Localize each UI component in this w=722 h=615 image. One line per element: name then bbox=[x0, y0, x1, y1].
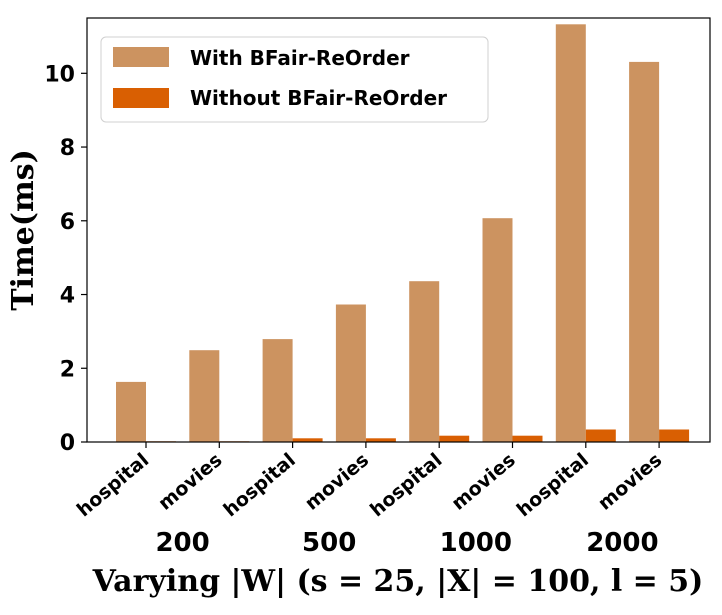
y-tick-label: 2 bbox=[60, 357, 75, 382]
bar-with-6 bbox=[482, 218, 513, 442]
bar-with-3 bbox=[262, 339, 293, 442]
x-tick-label: hospital bbox=[513, 449, 593, 521]
bar-with-4 bbox=[335, 304, 366, 442]
legend: With BFair-ReOrder Without BFair-ReOrder bbox=[100, 36, 489, 123]
legend-swatch-with bbox=[113, 47, 169, 67]
bar-without-4 bbox=[365, 438, 396, 442]
bar-without-7 bbox=[585, 429, 616, 442]
group-label: 200 bbox=[155, 528, 209, 558]
bars-layer bbox=[116, 24, 690, 443]
group-labels: 200 500 1000 2000 bbox=[155, 528, 658, 558]
bar-with-7 bbox=[555, 24, 586, 443]
bar-without-5 bbox=[439, 435, 470, 442]
legend-label-without: Without BFair-ReOrder bbox=[190, 86, 447, 110]
y-axis-title: Time(ms) bbox=[6, 149, 41, 311]
bar-without-6 bbox=[512, 435, 543, 442]
x-tick-label: movies bbox=[594, 449, 666, 515]
x-tick-label: hospital bbox=[219, 449, 299, 521]
y-tick-label: 10 bbox=[44, 62, 75, 87]
x-tick-label: movies bbox=[301, 449, 373, 515]
x-tick-label: hospital bbox=[366, 449, 446, 521]
legend-frame bbox=[100, 36, 489, 123]
bar-with-2 bbox=[189, 350, 220, 442]
plot-frame bbox=[86, 17, 711, 443]
group-label: 2000 bbox=[586, 528, 658, 558]
group-label: 1000 bbox=[440, 528, 512, 558]
group-label: 500 bbox=[302, 528, 356, 558]
bar-with-5 bbox=[409, 281, 440, 442]
bar-without-3 bbox=[292, 438, 323, 442]
x-tick-label: movies bbox=[447, 449, 519, 515]
y-tick-label: 4 bbox=[60, 284, 75, 309]
bar-with-8 bbox=[629, 61, 660, 443]
bar-with-1 bbox=[116, 381, 146, 442]
legend-label-with: With BFair-ReOrder bbox=[190, 46, 410, 70]
legend-swatch-without bbox=[113, 88, 169, 108]
x-tick-label: movies bbox=[154, 449, 226, 515]
y-axis-ticks: 0 2 4 6 8 10 bbox=[44, 62, 87, 456]
x-tick-label: hospital bbox=[73, 449, 153, 521]
y-tick-label: 0 bbox=[60, 431, 75, 456]
y-tick-label: 6 bbox=[60, 210, 75, 235]
x-axis-title: Varying |W| (s = 25, |X| = 100, l = 5) bbox=[92, 564, 704, 599]
bar-without-8 bbox=[659, 429, 690, 442]
y-tick-label: 8 bbox=[60, 136, 75, 161]
